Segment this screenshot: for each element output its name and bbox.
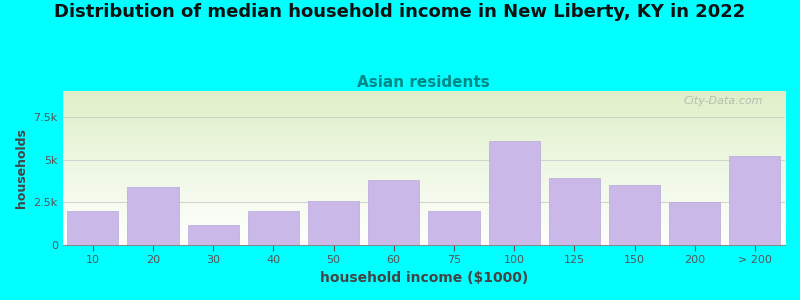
Bar bbox=[127, 187, 178, 245]
Y-axis label: households: households bbox=[15, 128, 28, 208]
Bar bbox=[609, 185, 660, 245]
Bar bbox=[368, 180, 419, 245]
Bar bbox=[549, 178, 600, 245]
Bar bbox=[730, 156, 781, 245]
Bar bbox=[248, 211, 299, 245]
Bar bbox=[428, 211, 479, 245]
Title: Asian residents: Asian residents bbox=[358, 75, 490, 90]
Bar bbox=[67, 211, 118, 245]
Text: Distribution of median household income in New Liberty, KY in 2022: Distribution of median household income … bbox=[54, 3, 746, 21]
Bar bbox=[308, 201, 359, 245]
X-axis label: household income ($1000): household income ($1000) bbox=[320, 271, 528, 285]
Bar bbox=[489, 141, 540, 245]
Bar bbox=[187, 224, 238, 245]
Bar bbox=[669, 202, 720, 245]
Text: City-Data.com: City-Data.com bbox=[684, 96, 763, 106]
